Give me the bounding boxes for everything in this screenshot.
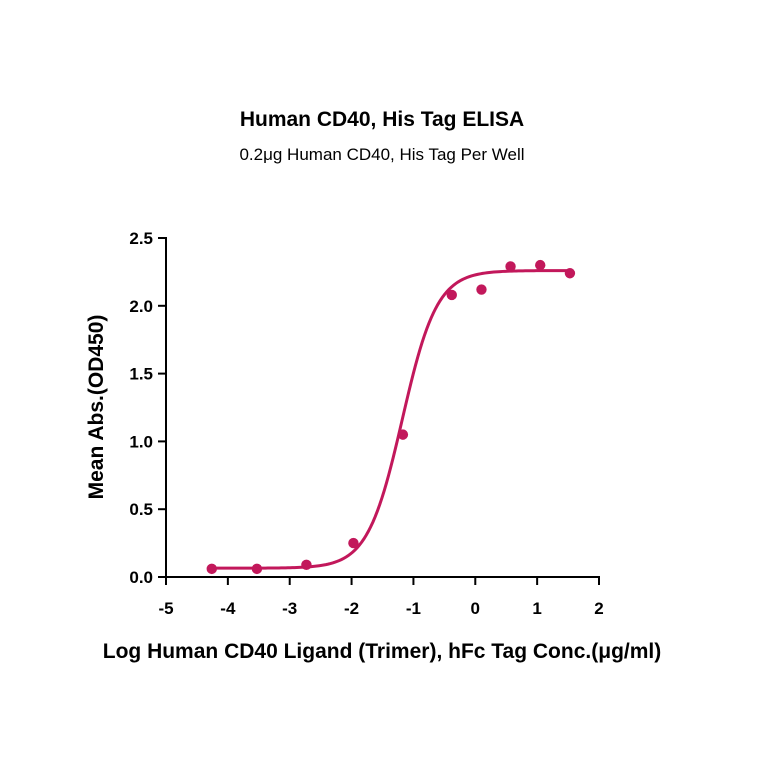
chart-title: Human CD40, His Tag ELISA xyxy=(240,108,524,131)
chart-subtitle: 0.2μg Human CD40, His Tag Per Well xyxy=(239,145,524,164)
y-tick-label: 1.5 xyxy=(129,365,153,384)
ticks: -5 -4 -3 -2 -1 0 1 2 0.0 0.5 1.0 1.5 2.0 2.5 xyxy=(129,229,603,618)
data-point xyxy=(206,563,217,575)
x-tick-label: 2 xyxy=(594,599,603,618)
x-tick-label: -1 xyxy=(406,599,421,618)
data-point xyxy=(397,429,409,440)
data-point xyxy=(476,284,487,295)
data-point xyxy=(348,537,359,549)
x-tick-label: -5 xyxy=(158,599,173,618)
data-point xyxy=(301,559,312,570)
y-tick-label: 2.5 xyxy=(129,229,153,248)
axes xyxy=(165,237,600,578)
data-point xyxy=(251,563,263,575)
data-points xyxy=(206,259,576,575)
x-tick-label: -4 xyxy=(220,599,236,618)
y-tick-label: 0.0 xyxy=(129,568,153,587)
y-tick-label: 0.5 xyxy=(129,500,153,519)
x-axis-label: Log Human CD40 Ligand (Trimer), hFc Tag … xyxy=(103,640,661,663)
data-point xyxy=(564,268,576,279)
x-tick-label: -3 xyxy=(282,599,297,618)
y-axis-label: Mean Abs.(OD450) xyxy=(85,315,108,500)
y-tick-label: 2.0 xyxy=(129,297,153,316)
x-tick-label: -2 xyxy=(344,599,359,618)
x-tick-label: 0 xyxy=(471,599,480,618)
data-point xyxy=(535,259,546,271)
x-tick-label: 1 xyxy=(532,599,541,618)
y-tick-label: 1.0 xyxy=(129,432,153,451)
data-point xyxy=(446,289,457,301)
fit-curve xyxy=(211,269,570,570)
data-point xyxy=(505,261,516,272)
